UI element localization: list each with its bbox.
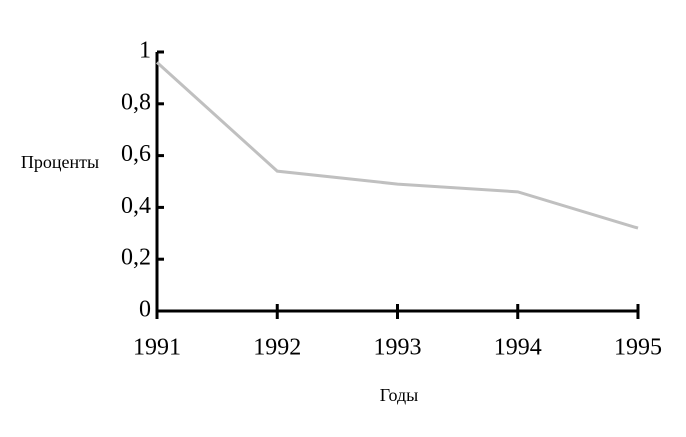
y-tick-label: 0,2 (121, 245, 151, 271)
y-tick-label: 1 (139, 38, 151, 64)
y-tick-label: 0,8 (121, 89, 151, 115)
y-tick-label: 0 (139, 297, 151, 323)
y-tick-label: 0,6 (121, 141, 151, 167)
x-tick-label: 1993 (374, 335, 422, 361)
x-tick-label: 1995 (614, 335, 662, 361)
line-series (155, 61, 639, 230)
x-axis-title: Годы (380, 385, 419, 405)
x-tick-label: 1992 (253, 335, 301, 361)
y-axis-title: Проценты (21, 152, 99, 172)
y-tick-label: 0,4 (121, 193, 151, 219)
x-tick-label: 1991 (133, 335, 181, 361)
x-tick-label: 1994 (494, 335, 542, 361)
